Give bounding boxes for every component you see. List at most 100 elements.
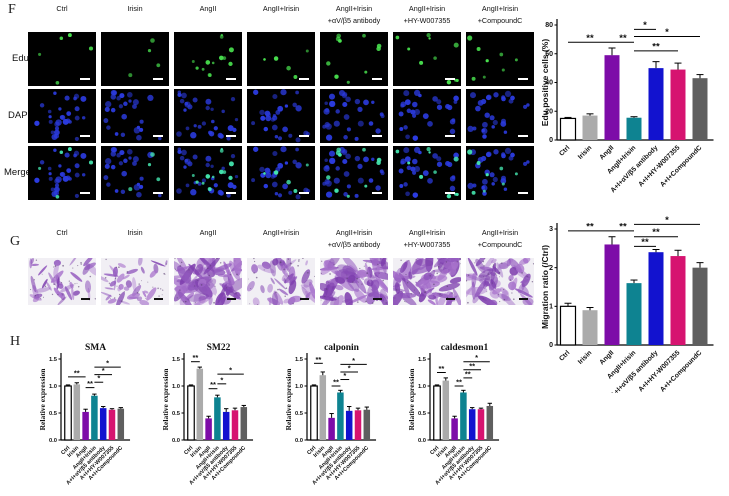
significance-label: ** bbox=[586, 221, 594, 232]
column-header-line1: AngII+Irisin bbox=[481, 228, 519, 237]
chart-caldesmon1: caldesmon1 0.0 0.5 1.0 1.5 Relative expressio… bbox=[402, 338, 524, 496]
bar-AngII bbox=[604, 55, 620, 140]
significance-label: * bbox=[97, 374, 100, 383]
micrograph-merge-col7 bbox=[466, 146, 534, 200]
micrograph-transwell-col6 bbox=[393, 258, 461, 305]
micrograph-dapi-col1 bbox=[28, 89, 96, 143]
bar-AngII+Irisin bbox=[626, 117, 642, 140]
bar-A+I+CompoundC bbox=[486, 405, 494, 440]
micrograph-edu-col6 bbox=[393, 32, 461, 86]
x-tick-label: Irisin bbox=[577, 349, 593, 365]
significance-label: * bbox=[665, 215, 669, 226]
panel-f-letter: F bbox=[8, 2, 16, 17]
significance-label: * bbox=[352, 356, 355, 365]
micrograph-merge-col4 bbox=[247, 146, 315, 200]
x-tick-label: AngII bbox=[598, 349, 615, 366]
y-tick-label: 0.5 bbox=[295, 411, 304, 417]
significance-label: * bbox=[102, 366, 105, 375]
y-tick-label: 1.5 bbox=[295, 357, 304, 363]
significance-label: * bbox=[106, 359, 109, 368]
chart-title: SM22 bbox=[207, 343, 231, 353]
column-header-line2: +CompoundC bbox=[477, 240, 523, 249]
chart-title: calponin bbox=[324, 343, 360, 353]
column-header-6: AngII+Irisin +HY-W007355 bbox=[389, 227, 465, 251]
bar-Irisin bbox=[582, 310, 598, 345]
column-header-line2: +HY-W007355 bbox=[403, 16, 451, 25]
y-tick-label: 0.0 bbox=[49, 438, 57, 444]
column-header-line2: +αV/β5 antibody bbox=[327, 16, 381, 25]
micrograph-dapi-col3 bbox=[174, 89, 242, 143]
micrograph-transwell-col5 bbox=[320, 258, 388, 305]
y-tick-label: 1.5 bbox=[172, 357, 181, 363]
y-tick-label: 1.5 bbox=[418, 357, 427, 363]
micrograph-edu-col5 bbox=[320, 32, 388, 86]
y-tick-label: 0 bbox=[549, 342, 553, 349]
y-axis-label: Relative expression bbox=[161, 368, 170, 431]
significance-label: ** bbox=[469, 361, 475, 370]
x-tick-label: Ctrl bbox=[558, 144, 571, 157]
bar-A+I+CompoundC bbox=[692, 78, 708, 140]
column-header-line2: Irisin bbox=[127, 228, 143, 237]
bar-Irisin bbox=[319, 375, 327, 440]
bar-Irisin bbox=[582, 115, 598, 140]
bar-Irisin bbox=[73, 384, 81, 440]
column-header-7: AngII+Irisin +CompoundC bbox=[462, 227, 538, 251]
micrograph-edu-col1 bbox=[28, 32, 96, 86]
x-tick-label: Irisin bbox=[577, 144, 593, 160]
column-header-4: AngII+Irisin bbox=[243, 3, 319, 15]
micrograph-transwell-col3 bbox=[174, 258, 242, 305]
column-header-3: AngII bbox=[170, 3, 246, 15]
column-header-line2: +HY-W007355 bbox=[403, 240, 451, 249]
significance-label: * bbox=[665, 27, 669, 38]
y-axis-label: Migration ratio (/Ctrl) bbox=[540, 245, 550, 329]
micrograph-dapi-col5 bbox=[320, 89, 388, 143]
chart-title: caldesmon1 bbox=[441, 343, 489, 353]
row-label-merge: Merge bbox=[4, 167, 31, 178]
column-header-line1: AngII+Irisin bbox=[408, 4, 446, 13]
y-tick-label: 0.5 bbox=[172, 411, 181, 417]
bar-A+I+HY-W007355 bbox=[354, 410, 362, 440]
x-tick-label: Ctrl bbox=[306, 445, 317, 456]
y-tick-label: 0.5 bbox=[418, 411, 427, 417]
column-header-line1: AngII+Irisin bbox=[408, 228, 446, 237]
micrograph-merge-col3 bbox=[174, 146, 242, 200]
y-axis-label: Relative expression bbox=[38, 368, 47, 431]
bar-A+I+CompoundC bbox=[692, 267, 708, 345]
significance-label: ** bbox=[87, 379, 93, 388]
bar-A+I+CompoundC bbox=[117, 408, 125, 440]
y-tick-label: 0.0 bbox=[295, 438, 303, 444]
bar-A+I+HY-W007355 bbox=[670, 69, 686, 140]
bar-AngII bbox=[328, 417, 335, 440]
y-tick-label: 1.0 bbox=[49, 384, 57, 390]
y-tick-label: 60 bbox=[545, 51, 553, 58]
significance-label: ** bbox=[456, 378, 462, 387]
micrograph-dapi-col7 bbox=[466, 89, 534, 143]
micrograph-edu-col7 bbox=[466, 32, 534, 86]
bar-AngII bbox=[604, 244, 620, 345]
y-tick-label: 1 bbox=[549, 304, 553, 311]
column-header-5: AngII+Irisin +αV/β5 antibody bbox=[316, 3, 392, 27]
y-tick-label: 80 bbox=[545, 22, 553, 29]
column-header-line2: AngII+Irisin bbox=[262, 4, 300, 13]
bar-AngII+Irisin bbox=[626, 283, 642, 345]
bar-Irisin bbox=[442, 380, 450, 440]
bar-AngII+Irisin bbox=[337, 392, 344, 440]
chart-calponin: calponin 0.0 0.5 1.0 1.5 Relative expression C… bbox=[279, 338, 401, 496]
bar-AngII+Irisin bbox=[460, 392, 467, 440]
column-header-line2: Ctrl bbox=[56, 228, 68, 237]
bar-AngII bbox=[82, 411, 89, 440]
y-tick-label: 1.0 bbox=[172, 384, 180, 390]
column-header-line2: AngII bbox=[199, 4, 217, 13]
bar-AngII bbox=[205, 418, 212, 440]
x-tick-label: Ctrl bbox=[558, 349, 571, 362]
column-header-2: Irisin bbox=[97, 3, 173, 15]
significance-label: ** bbox=[641, 237, 649, 248]
row-label-edu: Edu bbox=[12, 53, 29, 64]
bar-A+I+CompoundC bbox=[240, 407, 248, 440]
column-header-line2: +αV/β5 antibody bbox=[327, 240, 381, 249]
micrograph-dapi-col6 bbox=[393, 89, 461, 143]
significance-label: ** bbox=[465, 369, 471, 378]
x-tick-label: A+I+HY-W007355 bbox=[637, 144, 681, 188]
micrograph-merge-col6 bbox=[393, 146, 461, 200]
